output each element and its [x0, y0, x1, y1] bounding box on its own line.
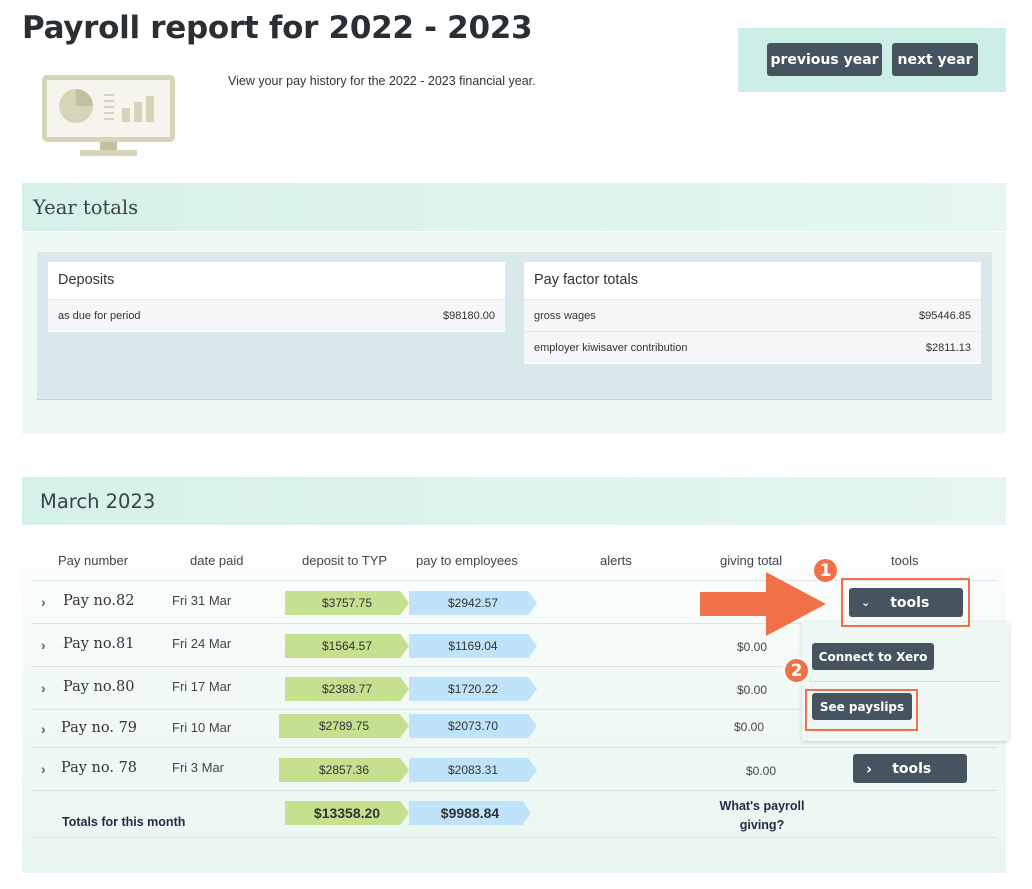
pay-number: Pay no. 78: [61, 760, 138, 776]
employees-amount: $2073.70: [409, 714, 537, 738]
year-totals-header: Year totals: [22, 183, 1006, 231]
pay-factor-row: employer kiwisaver contribution $2811.13: [524, 331, 981, 363]
next-year-button[interactable]: next year: [892, 43, 978, 76]
giving-total: $0.00: [737, 683, 768, 697]
pay-factor-title: Pay factor totals: [534, 272, 638, 288]
employees-amount: $1720.22: [409, 677, 537, 701]
date-paid: Fri 17 Mar: [172, 679, 232, 694]
year-totals-panel: Deposits as due for period $98180.00 Pay…: [22, 232, 1006, 434]
total-deposit: $13358.20: [285, 801, 409, 825]
giving-total: $0.00: [734, 720, 765, 734]
tools-button[interactable]: ⌄ tools: [849, 588, 963, 617]
giving-total: $0.00: [737, 640, 768, 654]
employees-amount: $2942.57: [409, 591, 537, 615]
pay-factor-row-value: $2811.13: [925, 342, 971, 354]
row-divider: [31, 837, 997, 838]
deposit-amount: $2789.75: [279, 714, 409, 738]
chevron-right-icon[interactable]: ›: [41, 721, 46, 737]
menu-divider: [810, 681, 1000, 682]
date-paid: Fri 10 Mar: [172, 720, 232, 735]
month-header: March 2023: [22, 477, 1006, 525]
connect-to-xero-button[interactable]: Connect to Xero: [812, 643, 934, 670]
pay-factor-row: gross wages $95446.85: [524, 299, 981, 331]
pay-number: Pay no.80: [63, 679, 135, 695]
page-title: Payroll report for 2022 - 2023: [22, 10, 533, 46]
deposits-card: Deposits as due for period $98180.00: [48, 262, 505, 332]
arrow-right-icon: [700, 570, 828, 643]
monitor-chart-icon: [42, 72, 176, 163]
pay-factor-card: Pay factor totals gross wages $95446.85 …: [524, 262, 981, 364]
table-row[interactable]: › Pay no.81 Fri 24 Mar $1564.57 $1169.04…: [31, 624, 997, 666]
year-totals-title: Year totals: [33, 196, 139, 219]
row-divider: [31, 790, 997, 791]
giving-total: $0.00: [746, 764, 777, 778]
col-date-paid: date paid: [190, 553, 244, 568]
pay-factor-row-label: gross wages: [534, 310, 596, 322]
date-paid: Fri 3 Mar: [172, 760, 224, 775]
row-divider: [31, 747, 997, 748]
see-payslips-button[interactable]: See payslips: [812, 693, 912, 720]
chevron-down-icon: ⌄: [861, 596, 871, 609]
table-row[interactable]: › Pay no. 78 Fri 3 Mar $2857.36 $2083.31…: [31, 748, 997, 790]
table-row[interactable]: › Pay no.82 Fri 31 Mar $3757.75 $2942.57: [31, 581, 997, 623]
pay-factor-row-label: employer kiwisaver contribution: [534, 342, 688, 354]
payroll-giving-link[interactable]: What's payroll giving?: [719, 799, 805, 832]
deposits-row-label: as due for period: [58, 310, 141, 322]
pay-factor-row-value: $95446.85: [919, 310, 971, 322]
row-divider: [31, 666, 997, 667]
date-paid: Fri 24 Mar: [172, 636, 232, 651]
pay-number: Pay no. 79: [61, 720, 138, 736]
tools-label: tools: [892, 760, 932, 777]
deposit-amount: $2388.77: [285, 677, 409, 701]
col-pay-employees: pay to employees: [416, 553, 518, 568]
tools-label: tools: [890, 594, 930, 611]
col-deposit: deposit to TYP: [302, 553, 388, 568]
page-subtitle: View your pay history for the 2022 - 202…: [228, 74, 536, 88]
deposit-amount: $2857.36: [279, 758, 409, 782]
previous-year-button[interactable]: previous year: [767, 43, 882, 76]
deposits-title: Deposits: [58, 272, 115, 288]
step-2-badge: 2: [783, 657, 810, 684]
col-tools: tools: [891, 553, 919, 568]
chevron-right-icon[interactable]: ›: [41, 637, 46, 653]
employees-amount: $2083.31: [409, 758, 537, 782]
table-row[interactable]: › Pay no.80 Fri 17 Mar $2388.77 $1720.22…: [31, 667, 997, 709]
total-employees: $9988.84: [409, 801, 531, 825]
pay-number: Pay no.81: [63, 636, 135, 652]
chevron-right-icon[interactable]: ›: [41, 761, 46, 777]
row-divider: [31, 709, 997, 710]
tools-dropdown-menu: Connect to Xero See payslips: [802, 622, 1009, 741]
employees-amount: $1169.04: [409, 634, 537, 658]
pay-number: Pay no.82: [63, 593, 135, 609]
year-totals-inner: Deposits as due for period $98180.00 Pay…: [37, 252, 992, 400]
table-row[interactable]: › Pay no. 79 Fri 10 Mar $2789.75 $2073.7…: [31, 708, 997, 750]
deposits-row-value: $98180.00: [443, 310, 495, 322]
chevron-right-icon: ›: [866, 759, 873, 778]
tools-button[interactable]: › tools: [853, 754, 967, 783]
deposits-row: as due for period $98180.00: [48, 299, 505, 331]
deposit-amount: $1564.57: [285, 634, 409, 658]
date-paid: Fri 31 Mar: [172, 593, 232, 608]
month-title: March 2023: [40, 490, 156, 513]
chevron-right-icon[interactable]: ›: [41, 594, 46, 610]
col-giving-total: giving total: [720, 553, 783, 568]
chevron-right-icon[interactable]: ›: [41, 680, 46, 696]
col-pay-number: Pay number: [58, 553, 129, 568]
year-navigation: previous year next year: [738, 28, 1006, 92]
step-1-badge: 1: [812, 557, 839, 584]
deposit-amount: $3757.75: [285, 591, 409, 615]
row-divider: [31, 580, 997, 581]
totals-label: Totals for this month: [62, 815, 186, 829]
col-alerts: alerts: [600, 553, 632, 568]
tools-highlight-box: [841, 578, 970, 627]
row-divider: [31, 623, 997, 624]
payslips-highlight-box: [805, 689, 918, 731]
